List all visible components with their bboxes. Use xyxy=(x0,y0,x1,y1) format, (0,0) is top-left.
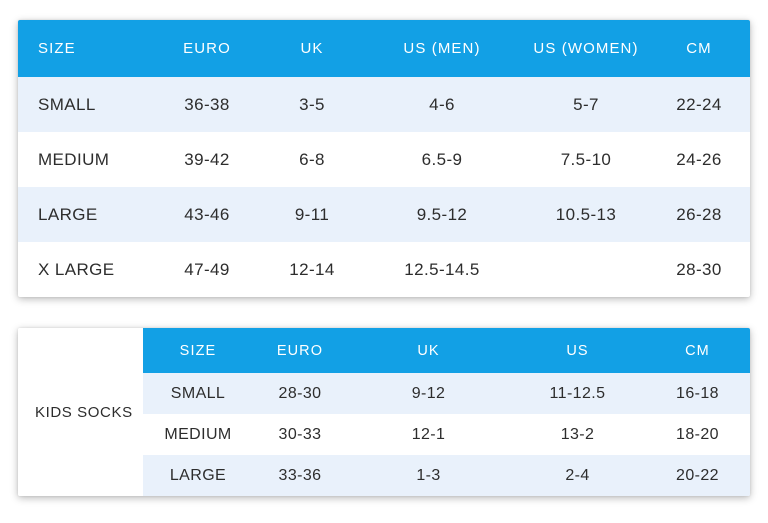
adult-header-row: SIZE EURO UK US (MEN) US (WOMEN) CM xyxy=(18,20,750,77)
size-row-label: X LARGE xyxy=(38,259,115,279)
size-row-label: SMALL xyxy=(170,384,226,402)
size-row-label: SMALL xyxy=(38,94,96,114)
table-cell: 28-30 xyxy=(676,259,722,279)
table-cell: 43-46 xyxy=(184,204,230,224)
kids-size-table: SIZE EURO UK US CM SMALL 28-30 9-12 11-1… xyxy=(143,328,750,496)
table-cell: 12.5-14.5 xyxy=(404,259,480,279)
table-cell: 9-11 xyxy=(294,204,330,224)
size-row-label: MEDIUM xyxy=(38,149,110,169)
table-cell: 39-42 xyxy=(184,149,230,169)
table-row-kids-small: SMALL 28-30 9-12 11-12.5 16-18 xyxy=(143,373,750,414)
column-header-uk: UK xyxy=(347,328,510,373)
kids-socks-label: KIDS SOCKS xyxy=(35,403,133,421)
table-row-kids-large: LARGE 33-36 1-3 2-4 20-22 xyxy=(143,455,750,496)
size-row-label: LARGE xyxy=(169,466,227,484)
column-header-cm: CM xyxy=(645,328,750,373)
table-cell: 33-36 xyxy=(278,466,322,484)
table-cell: 7.5-10 xyxy=(560,149,612,169)
column-header-euro: EURO xyxy=(253,328,347,373)
table-cell: 24-26 xyxy=(676,149,722,169)
table-cell: 3-5 xyxy=(299,94,325,114)
table-cell: 6.5-9 xyxy=(421,149,463,169)
adult-size-card: SIZE EURO UK US (MEN) US (WOMEN) CM SMAL… xyxy=(18,20,750,297)
table-cell xyxy=(524,242,648,297)
column-header-us-men: US (MEN) xyxy=(360,20,524,77)
table-cell: 36-38 xyxy=(184,94,230,114)
table-cell: 30-33 xyxy=(278,425,322,443)
kids-size-card: KIDS SOCKS SIZE EURO UK US CM xyxy=(18,328,750,496)
adult-size-table: SIZE EURO UK US (MEN) US (WOMEN) CM SMAL… xyxy=(18,20,750,297)
table-cell: 9.5-12 xyxy=(416,204,468,224)
table-row-kids-medium: MEDIUM 30-33 12-1 13-2 18-20 xyxy=(143,414,750,455)
table-cell: 10.5-13 xyxy=(555,204,617,224)
table-cell: 12-14 xyxy=(289,259,335,279)
table-cell: 11-12.5 xyxy=(549,384,606,402)
table-cell: 47-49 xyxy=(184,259,230,279)
table-row-large: LARGE 43-46 9-11 9.5-12 10.5-13 26-28 xyxy=(18,187,750,242)
table-cell: 16-18 xyxy=(676,384,719,402)
table-cell: 22-24 xyxy=(676,94,722,114)
table-cell: 12-1 xyxy=(411,425,446,443)
table-cell: 4-6 xyxy=(429,94,455,114)
table-cell: 26-28 xyxy=(676,204,722,224)
kids-table-wrap: SIZE EURO UK US CM SMALL 28-30 9-12 11-1… xyxy=(143,328,750,496)
table-row-medium: MEDIUM 39-42 6-8 6.5-9 7.5-10 24-26 xyxy=(18,132,750,187)
table-cell: 1-3 xyxy=(416,466,441,484)
table-cell: 2-4 xyxy=(565,466,590,484)
table-cell: 6-8 xyxy=(299,149,325,169)
kids-header-row: SIZE EURO UK US CM xyxy=(143,328,750,373)
column-header-size: SIZE xyxy=(143,328,253,373)
column-header-size: SIZE xyxy=(18,20,150,77)
table-row-small: SMALL 36-38 3-5 4-6 5-7 22-24 xyxy=(18,77,750,132)
table-cell: 13-2 xyxy=(560,425,595,443)
table-cell: 9-12 xyxy=(411,384,446,402)
table-row-x-large: X LARGE 47-49 12-14 12.5-14.5 28-30 xyxy=(18,242,750,297)
column-header-us-women: US (WOMEN) xyxy=(524,20,648,77)
kids-socks-label-cell: KIDS SOCKS xyxy=(18,328,143,496)
column-header-cm: CM xyxy=(648,20,750,77)
table-cell: 5-7 xyxy=(573,94,599,114)
table-cell: 20-22 xyxy=(676,466,719,484)
column-header-uk: UK xyxy=(264,20,360,77)
size-row-label: MEDIUM xyxy=(164,425,232,443)
table-cell: 28-30 xyxy=(278,384,322,402)
size-row-label: LARGE xyxy=(38,204,98,224)
column-header-euro: EURO xyxy=(150,20,264,77)
column-header-us: US xyxy=(510,328,645,373)
table-cell: 18-20 xyxy=(676,425,719,443)
